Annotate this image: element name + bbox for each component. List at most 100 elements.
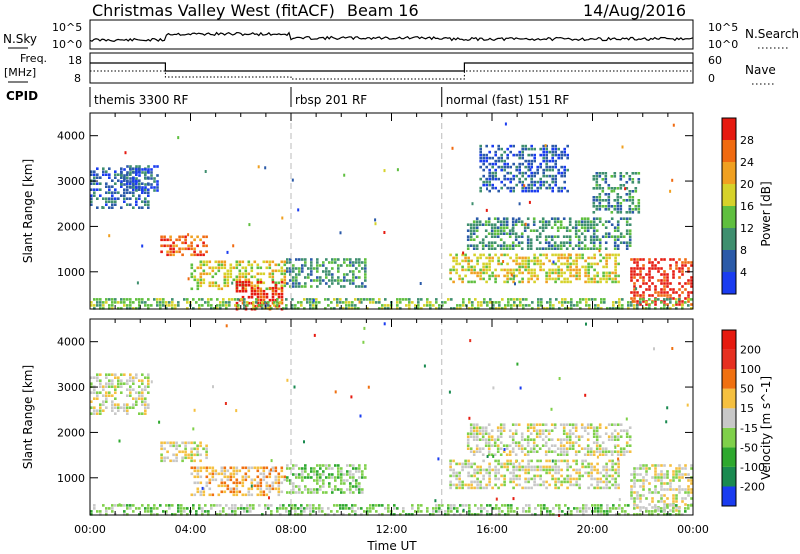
heatmap-cell bbox=[378, 307, 381, 310]
heatmap-cell bbox=[210, 504, 213, 507]
heatmap-cell bbox=[625, 211, 629, 214]
heatmap-cell bbox=[469, 450, 473, 453]
heatmap-cell bbox=[126, 171, 129, 174]
heatmap-cell bbox=[541, 444, 545, 447]
heatmap-cell bbox=[511, 229, 515, 232]
heatmap-cell bbox=[660, 500, 663, 503]
heatmap-cell bbox=[511, 438, 515, 441]
heatmap-cell bbox=[493, 235, 497, 238]
heatmap-cell bbox=[111, 507, 114, 510]
heatmap-cell bbox=[526, 223, 530, 226]
heatmap-cell bbox=[99, 301, 102, 304]
heatmap-cell bbox=[633, 482, 636, 485]
heatmap-cell bbox=[383, 231, 386, 234]
heatmap-cell bbox=[111, 298, 114, 301]
heatmap-cell bbox=[524, 189, 527, 193]
heatmap-cell bbox=[599, 280, 602, 284]
heatmap-cell bbox=[244, 283, 248, 287]
heatmap-cell bbox=[487, 444, 491, 447]
heatmap-cell bbox=[123, 174, 126, 177]
heatmap-cell bbox=[627, 513, 630, 516]
heatmap-cell bbox=[259, 289, 263, 293]
heatmap-cell bbox=[497, 274, 500, 278]
heatmap-cell bbox=[96, 394, 99, 397]
heatmap-cell bbox=[654, 288, 657, 291]
heatmap-cell bbox=[625, 432, 629, 435]
heatmap-cell bbox=[617, 468, 620, 472]
heatmap-cell bbox=[488, 265, 491, 269]
heatmap-cell bbox=[506, 280, 509, 284]
heatmap-cell bbox=[462, 304, 465, 307]
heatmap-cell bbox=[542, 483, 545, 487]
heatmap-cell bbox=[569, 480, 572, 484]
heatmap-cell bbox=[536, 465, 539, 469]
station-title: Christmas Valley West (fitACF) bbox=[92, 1, 335, 20]
heatmap-cell bbox=[523, 453, 527, 456]
heatmap-cell bbox=[132, 403, 135, 406]
heatmap-cell bbox=[544, 441, 548, 444]
heatmap-cell bbox=[614, 277, 617, 281]
heatmap-cell bbox=[235, 478, 239, 482]
cpid-segments: themis 3300 RF rbsp 201 RF normal (fast) 1… bbox=[94, 87, 569, 107]
heatmap-cell bbox=[286, 282, 289, 285]
heatmap-cell bbox=[663, 476, 666, 479]
heatmap-cell bbox=[672, 273, 675, 276]
heatmap-cell bbox=[455, 259, 458, 263]
heatmap-cell bbox=[193, 253, 196, 257]
heatmap-cell bbox=[319, 488, 322, 491]
heatmap-cell bbox=[117, 307, 120, 310]
heatmap-cell bbox=[292, 467, 295, 470]
heatmap-cell bbox=[583, 226, 587, 229]
heatmap-cell bbox=[586, 220, 590, 223]
heatmap-cell bbox=[120, 298, 123, 301]
heatmap-cell bbox=[574, 220, 578, 223]
heatmap-cell bbox=[494, 150, 497, 154]
heatmap-cell bbox=[563, 147, 566, 151]
heatmap-cell bbox=[343, 261, 346, 264]
heatmap-cell bbox=[210, 304, 213, 307]
heatmap-cell bbox=[499, 447, 503, 450]
heatmap-cell bbox=[545, 280, 548, 284]
heatmap-cell bbox=[565, 435, 569, 438]
heatmap-cell bbox=[90, 200, 93, 203]
heatmap-cell bbox=[551, 177, 554, 181]
heatmap-cell bbox=[631, 208, 635, 211]
heatmap-cell bbox=[508, 444, 512, 447]
heatmap-cell bbox=[607, 450, 611, 453]
heatmap-cell bbox=[262, 298, 266, 302]
heatmap-cell bbox=[482, 271, 485, 275]
heatmap-cell bbox=[261, 301, 264, 304]
heatmap-cell bbox=[553, 217, 557, 220]
heatmap-cell bbox=[222, 304, 225, 307]
heatmap-cell bbox=[518, 262, 521, 266]
heatmap-cell bbox=[651, 513, 654, 516]
heatmap-cell bbox=[381, 504, 384, 507]
heatmap-cell bbox=[678, 267, 681, 270]
heatmap-cell bbox=[590, 256, 593, 260]
heatmap-cell bbox=[120, 176, 123, 179]
heatmap-cell bbox=[494, 253, 497, 257]
heatmap-cell bbox=[613, 199, 617, 202]
heatmap-cell bbox=[548, 165, 551, 169]
heatmap-cell bbox=[247, 493, 251, 497]
heatmap-cell bbox=[608, 474, 611, 478]
heatmap-cell bbox=[298, 476, 301, 479]
heatmap-cell bbox=[211, 493, 215, 497]
heatmap-cell bbox=[199, 253, 202, 257]
heatmap-cell bbox=[642, 300, 645, 303]
heatmap-cell bbox=[285, 304, 288, 307]
heatmap-cell bbox=[599, 259, 602, 263]
heatmap-cell bbox=[524, 147, 527, 151]
heatmap-cell bbox=[535, 247, 539, 250]
heatmap-cell bbox=[502, 229, 506, 232]
heatmap-cell bbox=[618, 304, 621, 307]
heatmap-cell bbox=[243, 298, 246, 301]
heatmap-cell bbox=[604, 178, 608, 181]
heatmap-cell bbox=[366, 513, 369, 516]
heatmap-cell bbox=[217, 263, 221, 267]
heatmap-cell bbox=[114, 188, 117, 191]
colorbar-swatch bbox=[722, 228, 736, 250]
heatmap-cell bbox=[506, 156, 509, 160]
heatmap-cell bbox=[515, 256, 518, 260]
heatmap-cell bbox=[166, 456, 169, 460]
